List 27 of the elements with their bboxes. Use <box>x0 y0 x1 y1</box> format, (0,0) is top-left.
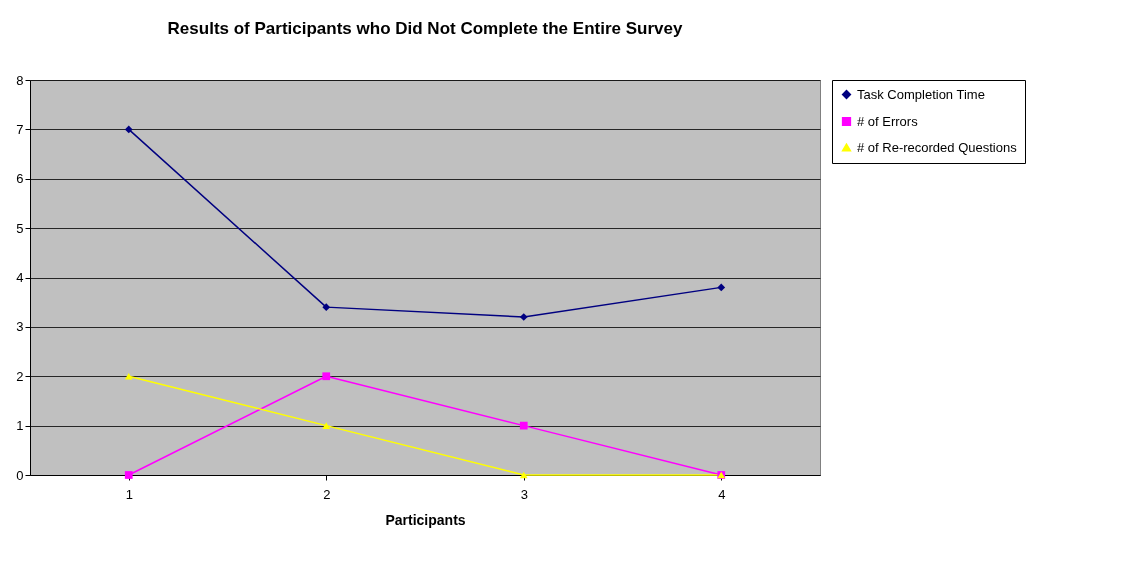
point <box>519 313 528 321</box>
point <box>717 283 726 292</box>
y-tick-label: 8 <box>16 72 24 88</box>
point <box>124 471 133 479</box>
x-tick-label: 2 <box>323 486 331 502</box>
y-tick-label: 6 <box>16 171 24 187</box>
y-tick-label: 4 <box>16 270 24 285</box>
point <box>322 422 331 429</box>
x-axis-title: Participants <box>385 511 466 528</box>
x-tick-label: 4 <box>718 486 726 502</box>
y-tick-label: 0 <box>16 467 24 483</box>
point <box>322 303 331 311</box>
y-tick-label: 2 <box>16 368 24 384</box>
y-tick-label: 1 <box>16 418 24 434</box>
legend-label: # of Re-recorded Questions <box>857 139 1018 155</box>
legend-label: Task Completion Time <box>857 86 985 102</box>
point <box>322 372 331 381</box>
y-tick-label: 3 <box>16 319 24 335</box>
point <box>519 421 528 430</box>
legend-label: # of Errors <box>857 113 919 129</box>
point <box>124 372 133 380</box>
x-tick-label: 1 <box>125 486 133 502</box>
point <box>124 125 133 134</box>
chart-title: Results of Participants who Did Not Complete the Entire Survey <box>167 19 683 38</box>
x-tick-label: 3 <box>520 486 528 502</box>
y-tick-label: 7 <box>16 121 24 137</box>
y-tick-label: 5 <box>16 220 24 236</box>
